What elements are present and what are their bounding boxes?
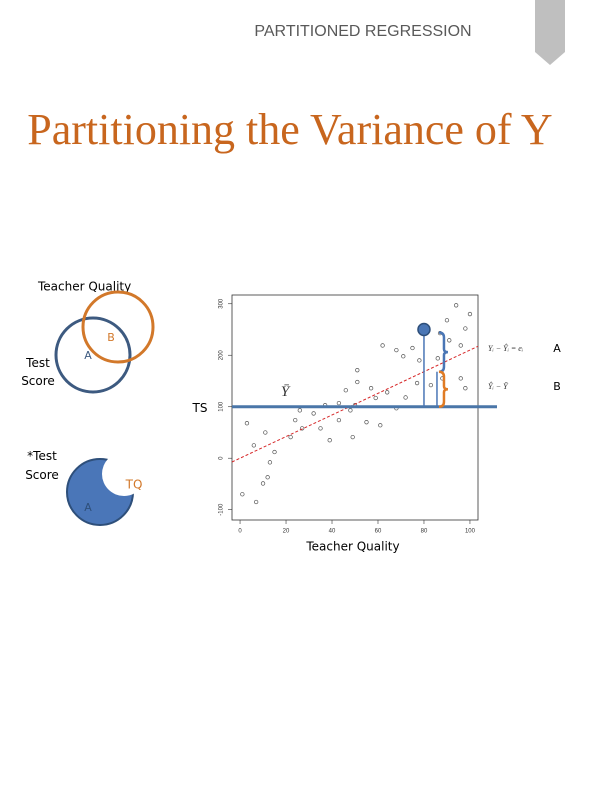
point xyxy=(444,318,450,323)
point xyxy=(414,380,420,386)
point xyxy=(463,386,468,391)
mean-label: Ȳ xyxy=(281,384,291,400)
residual-region: A xyxy=(84,501,92,514)
fitted-brace xyxy=(438,370,449,408)
point xyxy=(263,430,268,435)
point xyxy=(265,475,270,480)
venn-outcome-box: Test Score xyxy=(21,356,55,388)
point xyxy=(327,438,332,443)
point xyxy=(435,356,440,361)
annotation-label: A xyxy=(553,342,561,355)
x-tick-label: 40 xyxy=(329,529,336,535)
x-tick-label: 60 xyxy=(375,529,382,535)
header: PARTITIONED REGRESSION xyxy=(254,23,471,40)
point xyxy=(253,499,259,505)
venn-circle-outcome xyxy=(54,316,132,394)
point xyxy=(401,354,406,359)
point xyxy=(428,382,434,388)
regression-line xyxy=(231,345,479,463)
point xyxy=(467,311,473,317)
point xyxy=(240,492,245,497)
point xyxy=(267,460,273,465)
y-tick-label: 200 xyxy=(219,350,225,361)
x-tick-label: 20 xyxy=(283,529,290,535)
venn-label: Teacher Quality xyxy=(37,280,131,294)
annotation-formula: Yᵢ − Ŷᵢ = eᵢ xyxy=(488,343,523,353)
point xyxy=(463,326,468,331)
point xyxy=(251,443,256,448)
point xyxy=(410,345,415,351)
y-tick-label: 0 xyxy=(219,456,225,460)
point xyxy=(364,420,369,425)
point xyxy=(355,368,360,373)
x-axis-label: Teacher Quality xyxy=(305,540,399,554)
venn-region: A xyxy=(84,349,92,362)
x-tick-label: 100 xyxy=(465,529,476,535)
point xyxy=(348,408,353,413)
point xyxy=(368,386,374,391)
annotation-formula: Ŷᵢ − Ȳ xyxy=(488,381,509,391)
y-tick-label: 100 xyxy=(219,401,225,412)
point xyxy=(380,343,385,348)
residual-predictor-label: TQ xyxy=(125,478,143,492)
point xyxy=(272,449,277,455)
point xyxy=(350,434,355,440)
point xyxy=(336,417,342,423)
point xyxy=(244,421,250,426)
point xyxy=(318,426,323,431)
point xyxy=(336,400,342,406)
title-box: Partitioning the Variance of Y xyxy=(27,105,553,154)
point xyxy=(343,388,348,393)
point xyxy=(447,338,452,343)
point xyxy=(297,408,302,413)
residual-brace xyxy=(438,331,449,373)
corner-tab xyxy=(535,0,565,65)
title: Partitioning the Variance of Y xyxy=(27,105,553,154)
y-tick-label: -100 xyxy=(219,503,225,516)
point xyxy=(458,343,463,348)
mean-axis-label: TS xyxy=(192,401,208,415)
point xyxy=(355,379,360,385)
point xyxy=(417,358,422,363)
point xyxy=(403,395,408,400)
point xyxy=(385,390,390,395)
annotation-label: B xyxy=(553,380,561,393)
point xyxy=(458,376,463,381)
point xyxy=(299,426,305,431)
highlight-point xyxy=(417,322,431,337)
x-tick-label: 80 xyxy=(421,529,428,535)
venn-circle-predictor xyxy=(81,290,155,364)
point xyxy=(288,434,293,440)
point xyxy=(311,411,316,416)
venn-outcome-label: Test Score xyxy=(21,356,55,388)
point xyxy=(373,395,378,401)
x-tick-label: 0 xyxy=(238,529,242,535)
point xyxy=(454,303,459,308)
residual-crescent xyxy=(66,458,134,526)
y-tick-label: 300 xyxy=(219,298,225,309)
point xyxy=(293,417,298,423)
point xyxy=(378,423,383,428)
point xyxy=(260,481,266,486)
residual-label: *Test Score xyxy=(25,449,59,482)
residual-label-box: *Test Score xyxy=(25,449,59,482)
venn-region: B xyxy=(107,331,115,344)
point xyxy=(394,347,399,353)
